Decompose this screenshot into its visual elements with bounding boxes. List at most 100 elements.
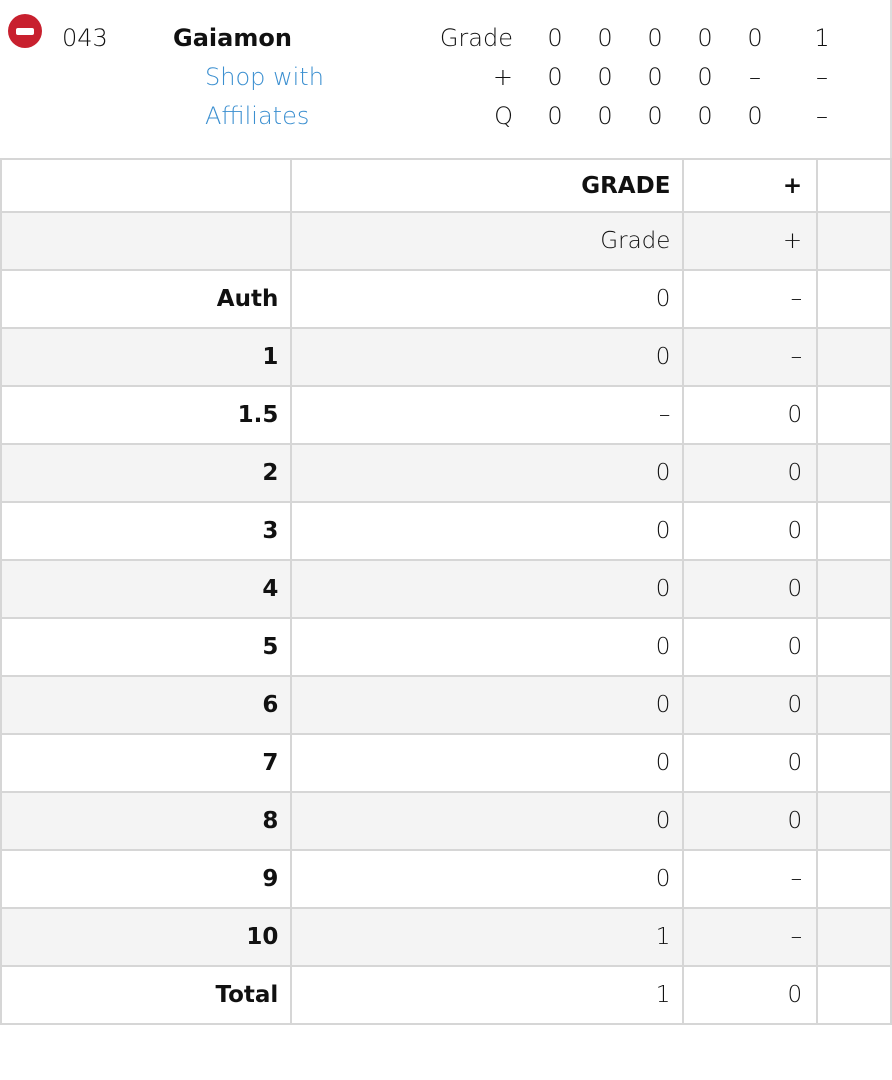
table-cell: Auth [0,269,293,329]
remove-icon[interactable] [8,14,42,48]
table-row: 1.5–0 [0,385,892,445]
table-cell [0,211,293,271]
summary-value: 0 [647,24,663,52]
table-cell: 0 [290,849,685,909]
table-row: Total 1 0 [0,965,892,1025]
summary-value: 0 [547,63,563,91]
table-cell: + [682,158,819,213]
summary-label: Grade [439,24,513,52]
table-cell: 0 [682,965,819,1025]
summary-value: 0 [747,24,763,52]
table-cell: 0 [290,327,685,387]
table-cell [816,158,892,213]
summary-value: 0 [597,63,613,91]
summary-label: Q [494,102,513,130]
table-cell: – [682,327,819,387]
summary-value: 0 [697,63,713,91]
table-cell: 1.5 [0,385,293,445]
table-row: Grade + [0,211,892,271]
table-row: 9 0– [0,849,892,909]
table-cell: 0 [682,501,819,561]
table-cell: 1 [290,907,685,967]
table-cell: 0 [290,791,685,851]
table-cell [816,733,892,793]
table-cell: – [682,269,819,329]
summary-value: 0 [747,102,763,130]
summary-row: Q 0 0 0 0 0 – [0,102,892,136]
card-summary: 043 Gaiamon Shop with Affiliates Grade 0 0… [0,0,892,158]
table-cell: – [290,385,685,445]
shop-link[interactable]: Shop with [205,63,324,91]
table-row: GRADE + [0,158,892,213]
table-cell: 6 [0,675,293,735]
table-cell [816,211,892,271]
table-cell: 0 [290,559,685,619]
table-cell: 0 [290,501,685,561]
summary-value: 0 [597,102,613,130]
table-cell: 0 [290,269,685,329]
table-cell: 1 [0,327,293,387]
table-cell: Total [0,965,293,1025]
table-cell: 7 [0,733,293,793]
table-cell: 5 [0,617,293,677]
table-cell: GRADE [290,158,685,213]
table-cell [816,791,892,851]
summary-value: 0 [697,24,713,52]
table-cell: 0 [290,443,685,503]
summary-row: Grade 0 0 0 0 0 1 [0,24,892,58]
table-cell: 0 [290,617,685,677]
table-cell [816,501,892,561]
summary-value: 1 [814,24,830,52]
table-cell: 0 [682,559,819,619]
table-cell: 10 [0,907,293,967]
summary-value: – [816,102,828,130]
table-cell [816,617,892,677]
table-cell [816,269,892,329]
summary-row: +0 0 0 0 – – [0,63,892,97]
card-name: Gaiamon [173,24,292,52]
table-cell: 0 [682,675,819,735]
summary-value: 0 [647,102,663,130]
table-cell: 0 [290,733,685,793]
table-cell: Grade [290,211,685,271]
table-cell: 8 [0,791,293,851]
summary-value: – [816,63,828,91]
table-cell: 4 [0,559,293,619]
table-cell [0,158,293,213]
table-cell [816,907,892,967]
table-cell: + [682,211,819,271]
summary-value: 0 [647,63,663,91]
summary-label: + [492,63,513,91]
summary-value: 0 [697,102,713,130]
table-cell: 2 [0,443,293,503]
table-cell: 1 [290,965,685,1025]
table-row: Auth 0– [0,269,892,329]
summary-value: – [749,63,761,91]
card-number: 043 [62,24,108,52]
table-cell: 0 [290,675,685,735]
summary-value: 0 [547,102,563,130]
table-cell: 0 [682,733,819,793]
table-cell [816,849,892,909]
affiliates-link[interactable]: Affiliates [205,102,310,130]
summary-value: 0 [597,24,613,52]
table-cell: 0 [682,791,819,851]
table-cell [816,327,892,387]
table-cell [816,443,892,503]
table-cell [816,965,892,1025]
table-cell: 0 [682,385,819,445]
table-cell: 3 [0,501,293,561]
table-cell: 0 [682,443,819,503]
table-cell: – [682,849,819,909]
table-cell [816,675,892,735]
table-cell: 0 [682,617,819,677]
table-cell: 9 [0,849,293,909]
table-cell: – [682,907,819,967]
